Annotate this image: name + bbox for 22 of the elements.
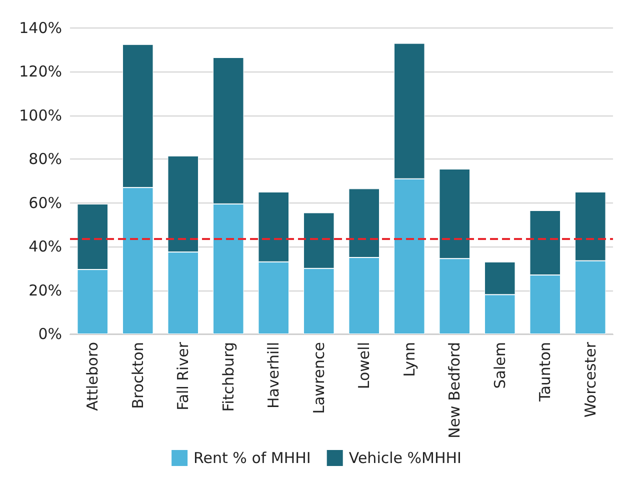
y-tick-label: 0%	[38, 325, 62, 343]
x-tick-label: Worcester	[581, 341, 600, 418]
y-tick-label: 120%	[19, 62, 62, 81]
y-tick-label: 140%	[19, 19, 62, 37]
legend-label: Vehicle %MHHI	[348, 449, 462, 467]
x-tick-label: Attleboro	[84, 342, 102, 411]
x-tick-label: Haverhill	[264, 342, 283, 408]
x-tick-label: Fitchburg	[219, 342, 238, 412]
y-tick-label: 60%	[28, 194, 62, 212]
legend-label: Rent % of MHHI	[194, 449, 311, 467]
x-tick-label: Lowell	[355, 342, 374, 390]
x-tick-label: Lawrence	[310, 342, 328, 414]
y-tick-label: 80%	[28, 150, 62, 168]
x-tick-label: Brockton	[128, 342, 147, 409]
x-tick-label: Taunton	[536, 342, 554, 402]
x-tick-label: Salem	[490, 342, 509, 389]
x-tick-label: New Bedford	[446, 342, 464, 438]
y-tick-label: 100%	[19, 106, 62, 124]
y-tick-label: 20%	[28, 281, 62, 300]
x-tick-label: Fall River	[174, 341, 192, 410]
x-tick-label: Lynn	[400, 342, 418, 377]
y-tick-label: 40%	[28, 238, 62, 256]
